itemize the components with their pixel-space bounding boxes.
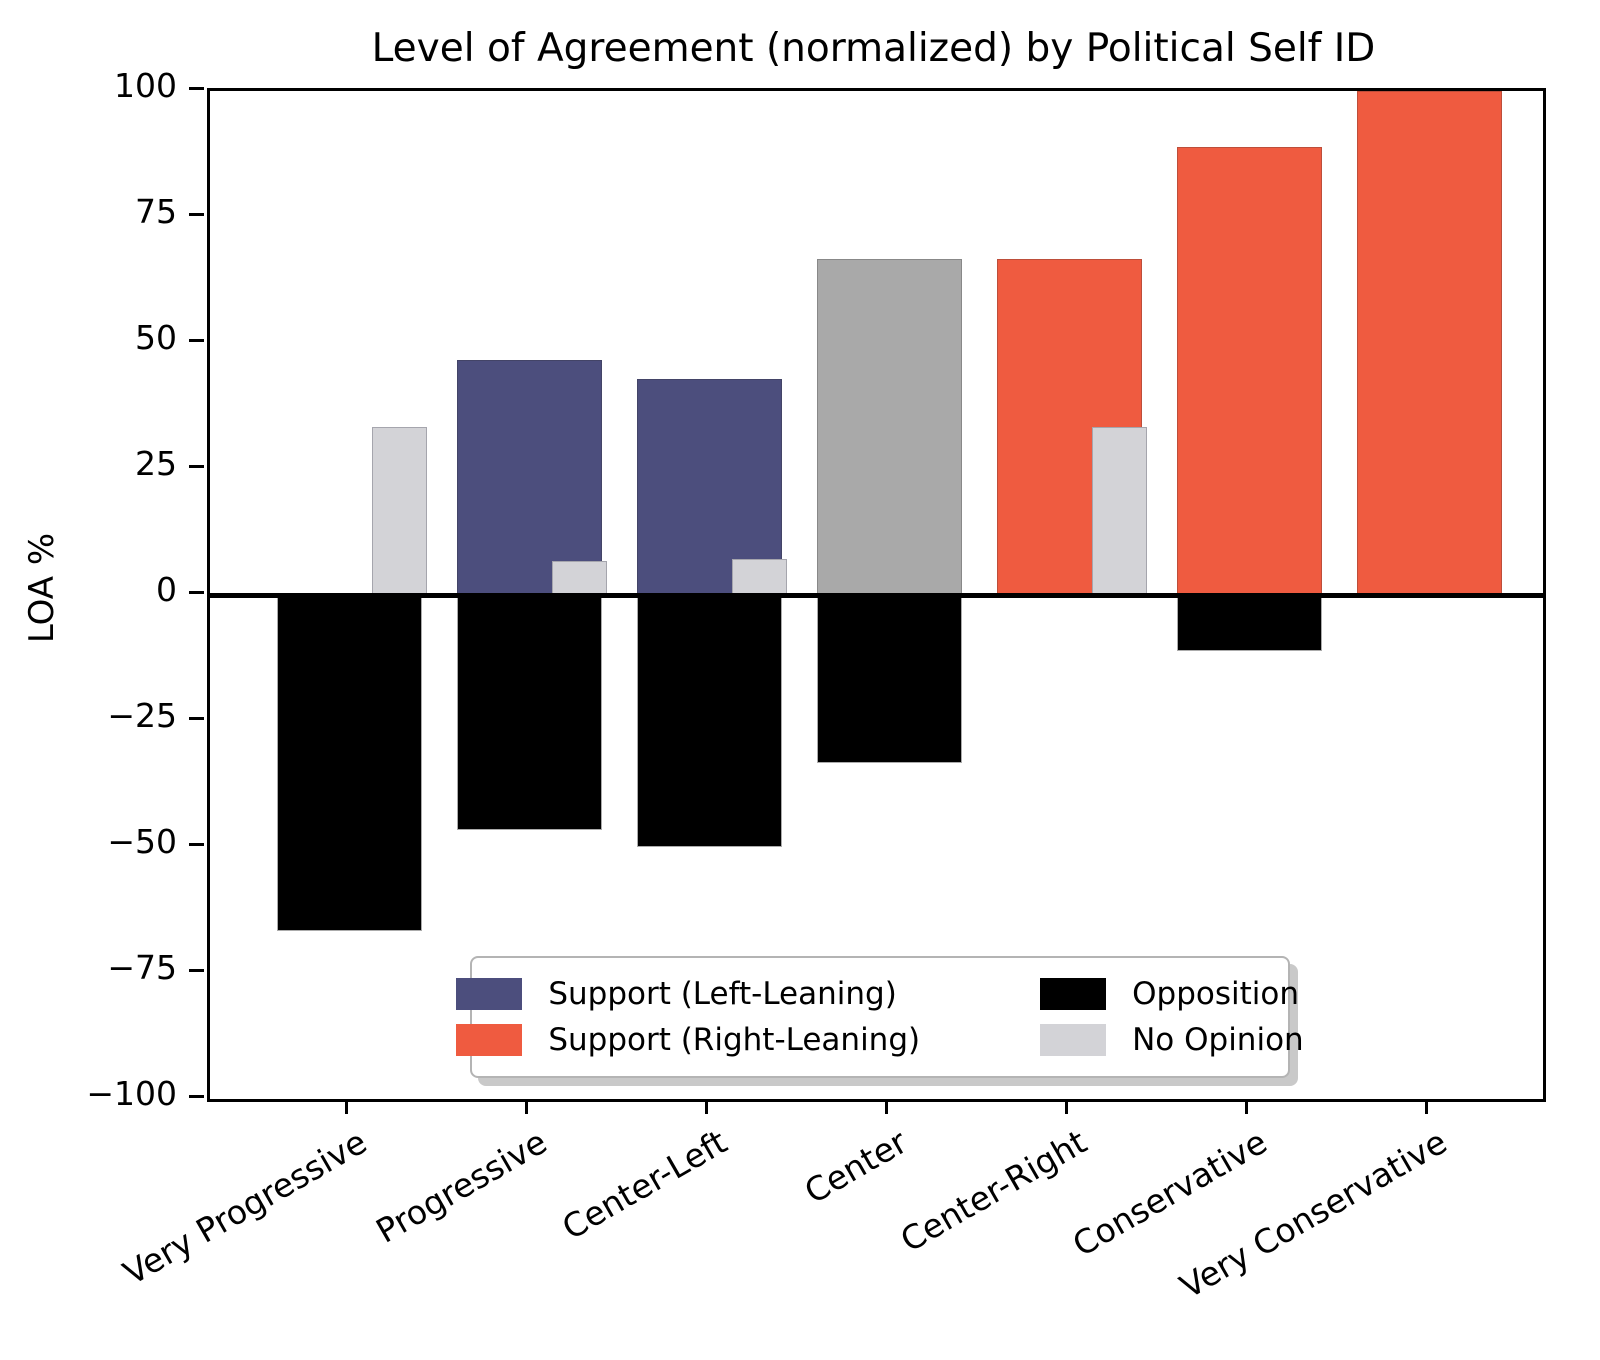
x-tick-label: Very Progressive (116, 1122, 374, 1293)
y-tick-label: −25 (107, 696, 177, 735)
legend: Support (Left-Leaning) Support (Right-Lea… (456, 956, 1304, 1078)
x-tick-mark (1065, 1099, 1068, 1114)
y-axis-label: LOA % (22, 532, 62, 644)
x-tick-mark (345, 1099, 348, 1114)
bar-opposition (456, 595, 602, 831)
legend-swatch (456, 1024, 523, 1056)
x-tick-mark (525, 1099, 528, 1114)
legend-entry: Opposition (1040, 976, 1304, 1012)
bar-support (1356, 91, 1502, 595)
y-tick-label: 50 (135, 318, 177, 357)
y-tick-mark (189, 717, 204, 720)
y-tick-mark (189, 843, 204, 846)
y-tick-label: 100 (114, 66, 177, 105)
zero-line (207, 593, 1546, 598)
legend-entry: Support (Right-Leaning) (456, 1022, 920, 1058)
bar-opposition (636, 595, 782, 847)
chart-title: Level of Agreement (normalized) by Polit… (371, 26, 1376, 71)
y-tick-label: −100 (86, 1074, 177, 1113)
bar-opposition (276, 595, 422, 932)
legend-entry: Support (Left-Leaning) (456, 976, 920, 1012)
bar-no-opinion (731, 559, 787, 595)
bar-support (1176, 146, 1322, 595)
bar-no-opinion (1091, 427, 1147, 595)
y-tick-label: −50 (107, 822, 177, 861)
bar-no-opinion (371, 427, 427, 595)
x-tick-label: Center-Right (894, 1122, 1094, 1260)
y-tick-label: 75 (135, 192, 177, 231)
bar-support (636, 378, 782, 595)
plot-area (207, 88, 1546, 1102)
x-tick-mark (885, 1099, 888, 1114)
legend-swatch (1040, 978, 1107, 1010)
y-tick-mark (189, 1095, 204, 1098)
y-tick-label: −75 (107, 948, 177, 987)
y-tick-mark (189, 969, 204, 972)
y-tick-mark (189, 213, 204, 216)
y-tick-label: 25 (135, 444, 177, 483)
bar-opposition (1176, 595, 1322, 651)
y-tick-mark (189, 87, 204, 90)
legend-entry: No Opinion (1040, 1022, 1304, 1058)
legend-swatch (1040, 1024, 1107, 1056)
legend-label: No Opinion (1132, 1022, 1304, 1058)
legend-label: Support (Right-Leaning) (548, 1022, 921, 1058)
y-tick-label: 0 (156, 570, 177, 609)
x-tick-mark (1245, 1099, 1248, 1114)
y-tick-mark (189, 339, 204, 342)
x-tick-label: Progressive (369, 1122, 554, 1251)
bar-support (816, 258, 962, 595)
legend-label: Opposition (1132, 976, 1299, 1012)
legend-label: Support (Left-Leaning) (548, 976, 897, 1012)
y-tick-mark (189, 465, 204, 468)
x-tick-label: Center (797, 1122, 914, 1212)
legend-swatch (456, 978, 523, 1010)
x-tick-mark (1425, 1099, 1428, 1114)
bar-no-opinion (551, 561, 607, 595)
x-tick-mark (705, 1099, 708, 1114)
bar-support (456, 359, 602, 595)
x-tick-label: Center-Left (555, 1122, 734, 1248)
y-tick-mark (189, 591, 204, 594)
bar-opposition (816, 595, 962, 763)
